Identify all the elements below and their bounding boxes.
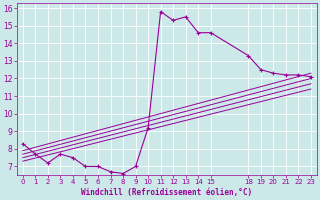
X-axis label: Windchill (Refroidissement éolien,°C): Windchill (Refroidissement éolien,°C)	[81, 188, 252, 197]
